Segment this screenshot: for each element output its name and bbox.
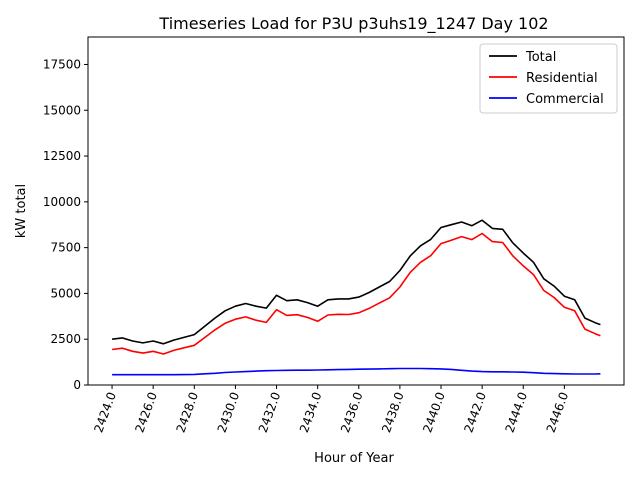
series-line-residential	[111, 232, 601, 355]
legend: Total Residential Commercial	[479, 43, 618, 114]
x-tick-label: 2424.0	[91, 390, 119, 434]
y-tick-label: 0	[73, 378, 81, 392]
x-tick-label: 2428.0	[174, 390, 202, 434]
y-axis-label: kW total	[14, 184, 29, 238]
plot-frame	[87, 36, 625, 386]
series-line-total	[111, 219, 601, 345]
x-tick-label: 2438.0	[379, 390, 407, 434]
y-tick-label: 17500	[43, 57, 81, 71]
x-tick-label: 2442.0	[461, 390, 489, 434]
y-tick-label: 10000	[43, 195, 81, 209]
y-tick-label: 15000	[43, 103, 81, 117]
legend-label-total: Total	[525, 50, 556, 65]
x-axis-label: Hour of Year	[314, 451, 394, 466]
x-axis: 2424.0 2426.0 2428.0 2430.0 2432.0 2434.0 2436…	[91, 385, 571, 434]
x-tick-label: 2426.0	[132, 390, 160, 434]
legend-label-commercial: Commercial	[526, 92, 604, 107]
x-tick-label: 2444.0	[503, 390, 531, 434]
x-tick-label: 2440.0	[420, 390, 448, 434]
series-line-commercial	[112, 367, 601, 376]
legend-label-residential: Residential	[526, 71, 598, 86]
x-tick-label: 2430.0	[215, 390, 243, 434]
x-tick-label: 2446.0	[544, 390, 572, 434]
series-layer	[111, 219, 601, 376]
legend-box	[479, 43, 618, 114]
y-tick-label: 7500	[50, 241, 81, 255]
y-tick-label: 2500	[50, 332, 81, 346]
x-tick-label: 2436.0	[338, 390, 366, 434]
x-tick-label: 2432.0	[256, 390, 284, 434]
x-tick-label: 2434.0	[297, 390, 325, 434]
chart-title: Timeseries Load for P3U p3uhs19_1247 Day…	[158, 14, 548, 34]
y-tick-label: 12500	[43, 149, 81, 163]
y-tick-label: 5000	[50, 286, 81, 300]
y-axis: 0 2500 5000 7500 10000 12500 15000 17500	[43, 57, 88, 392]
